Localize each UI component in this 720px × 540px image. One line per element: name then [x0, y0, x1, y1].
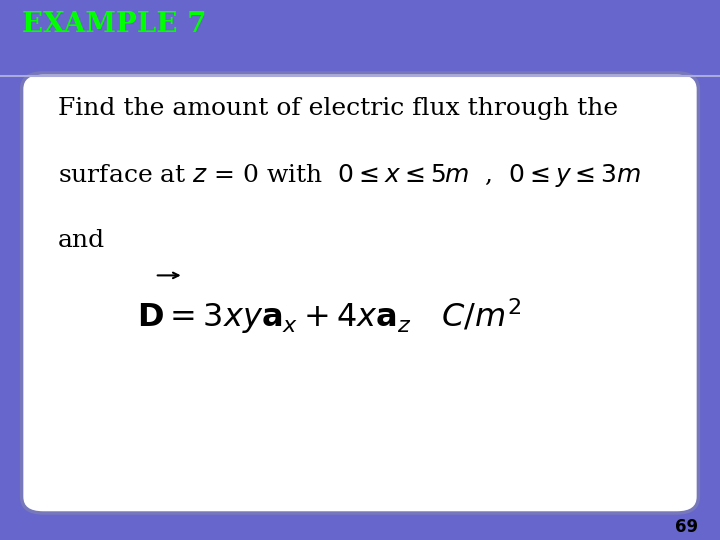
- Text: EXAMPLE 7: EXAMPLE 7: [22, 11, 206, 38]
- Text: Find the amount of electric flux through the: Find the amount of electric flux through…: [58, 97, 618, 119]
- Text: surface at $z$ = 0 with  $0 \leq x \leq 5m$  ,  $0 \leq y \leq 3m$: surface at $z$ = 0 with $0 \leq x \leq 5…: [58, 162, 640, 189]
- Text: 69: 69: [675, 517, 698, 536]
- FancyBboxPatch shape: [22, 73, 698, 513]
- FancyBboxPatch shape: [0, 0, 720, 73]
- Text: $\mathbf{D} = 3xy\mathbf{a}_x + 4x\mathbf{a}_z \quad C/m^2$: $\mathbf{D} = 3xy\mathbf{a}_x + 4x\mathb…: [137, 296, 521, 336]
- Text: and: and: [58, 229, 104, 252]
